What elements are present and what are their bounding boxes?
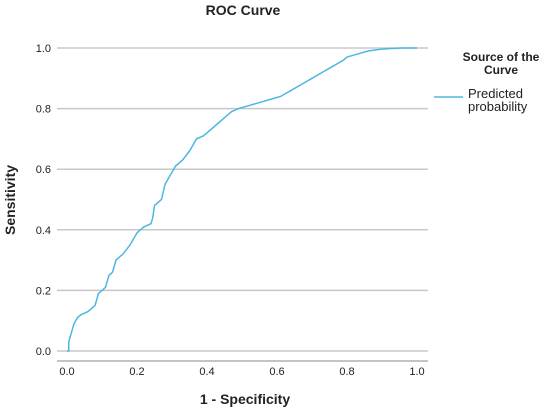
y-tick-label: 0.4: [36, 225, 51, 237]
legend-series-label-line-1: Predicted: [468, 86, 523, 101]
legend: Source of the Curve Predicted probabilit…: [434, 50, 540, 114]
y-tick-label: 0.6: [36, 164, 51, 176]
x-tick-labels: 0.0 0.2 0.4 0.6 0.8 1.0: [59, 366, 424, 378]
x-tick-label: 1.0: [409, 366, 424, 378]
y-tick-label: 1.0: [36, 43, 51, 55]
x-axis-label: 1 - Specificity: [200, 391, 290, 407]
y-tick-label: 0.2: [36, 285, 51, 297]
y-tick-labels: 0.0 0.2 0.4 0.6 0.8 1.0: [36, 43, 51, 358]
x-tick-label: 0.4: [199, 366, 214, 378]
y-tick-label: 0.0: [36, 346, 51, 358]
y-tick-label: 0.8: [36, 104, 51, 116]
y-axis-label: Sensitivity: [2, 165, 18, 235]
x-tick-label: 0.2: [129, 366, 144, 378]
chart-title: ROC Curve: [206, 2, 281, 18]
x-tick-label: 0.8: [339, 366, 354, 378]
legend-title-line-1: Source of the: [463, 50, 540, 64]
grid-lines: [57, 47, 428, 352]
legend-title-line-2: Curve: [484, 63, 518, 77]
roc-series-line: [67, 47, 417, 352]
x-tick-label: 0.6: [269, 366, 284, 378]
x-tick-label: 0.0: [59, 366, 74, 378]
legend-series-label-line-2: probability: [468, 99, 528, 114]
